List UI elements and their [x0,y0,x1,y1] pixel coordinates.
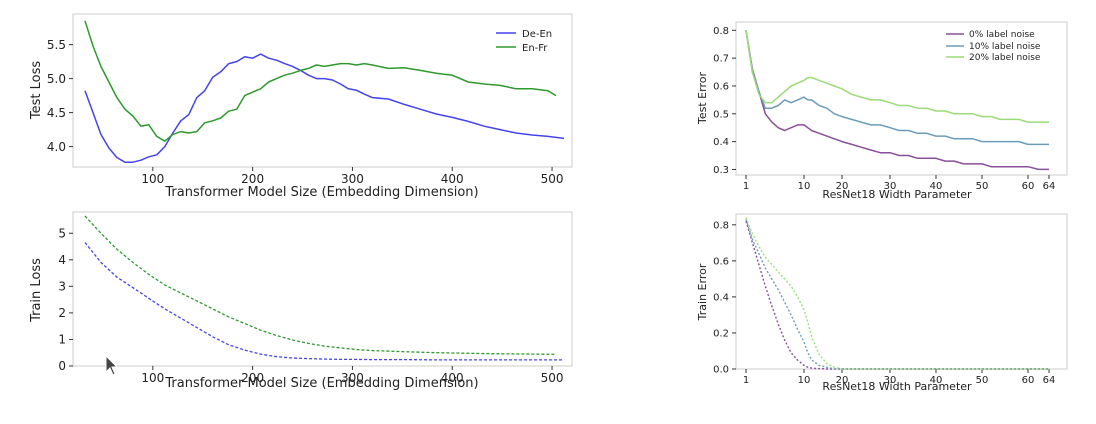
x-tick-label: 50 [976,375,989,386]
x-tick-label: 300 [341,371,364,385]
legend-label-en-fr: En-Fr [522,43,548,54]
panel0-ylabel: Test Loss [29,61,44,120]
series-line-1 [84,215,557,355]
y-tick-label: 1 [58,333,66,347]
x-tick-label: 40 [930,181,943,192]
x-tick-label: 64 [1043,181,1056,192]
x-tick-label: 30 [884,181,897,192]
panel-1-plot: 100 200 300 400 500 0 1 2 3 4 5 [58,215,564,385]
panel-3-plot: 1 10 20 30 40 50 60 64 0.0 0.2 0.4 0.6 0.8 [713,217,1056,386]
y-tick-label: 0.8 [713,26,729,37]
x-tick-label: 400 [441,371,464,385]
legend-label-noise: 0% label noise 10% label noise 20% label… [946,30,1041,63]
x-tick-label: 60 [1022,375,1035,386]
y-tick-label: 0.3 [713,165,729,176]
y-tick-label: 0 [58,359,66,373]
x-tick-label: 1 [743,181,749,192]
series-line-en-fr [84,20,557,142]
series-line-0 [745,221,1049,370]
y-tick-label: 0.7 [713,54,729,65]
legend-label-noise-10: 10% label noise [969,42,1041,52]
x-tick-label: 50 [976,181,989,192]
series-line-0 [84,242,564,361]
y-tick-label: 0.2 [713,328,729,339]
panel2-ylabel: Test Error [696,72,709,125]
legend-label-noise-0: 0% label noise [969,30,1035,40]
legend-label-de-en: De-En [522,29,552,40]
panel-test-loss-frame [72,13,573,168]
x-tick-label: 10 [798,181,811,192]
y-tick-label: 4.5 [47,106,66,120]
panel2-xlabel: ResNet18 Width Parameter [822,188,972,201]
y-tick-label: 4.0 [47,140,66,154]
series-line-1 [745,219,1049,370]
y-tick-label: 2 [58,306,66,320]
series-line-de-en [84,53,565,163]
mouse-cursor-icon [105,354,119,376]
x-tick-label: 300 [341,172,364,186]
x-tick-label: 1 [743,375,749,386]
panel-train-loss-frame [72,211,573,367]
panel1-ylabel: Train Loss [29,258,44,323]
legend-translation: De-En En-Fr [496,29,552,54]
legend-label-noise-20: 20% label noise [969,53,1041,63]
series-line-20-label-noise [745,30,1049,123]
series-line-0-label-noise [745,30,1049,171]
panel-test-error-frame [735,21,1068,176]
panel0-xlabel: Transformer Model Size (Embedding Dimens… [164,185,478,200]
panel3-xlabel: ResNet18 Width Parameter [822,380,972,393]
x-tick-label: 400 [441,172,464,186]
x-tick-label: 500 [541,172,564,186]
panel-2-plot: 1 10 20 30 40 50 60 64 0.3 0.4 0.5 0.6 0.7 0.8 [713,26,1055,192]
y-tick-label: 5 [58,226,66,240]
y-tick-label: 0.6 [713,81,729,92]
panel1-xlabel: Transformer Model Size (Embedding Dimens… [164,376,478,391]
x-tick-label: 64 [1043,375,1056,386]
y-tick-label: 0.6 [713,256,729,267]
panel3-ylabel: Train Error [696,263,709,321]
x-tick-label: 20 [836,181,849,192]
y-tick-label: 4 [58,253,66,267]
x-tick-label: 100 [141,371,164,385]
panel-train-error-frame [735,213,1068,370]
y-tick-label: 5.5 [47,38,66,52]
y-tick-label: 5.0 [47,72,66,86]
panel-0-plot: 100 200 300 400 500 4.0 4.5 5.0 5.5 [47,20,565,186]
x-tick-label: 20 [836,375,849,386]
x-tick-label: 60 [1022,181,1035,192]
x-tick-label: 100 [141,172,164,186]
x-tick-label: 200 [241,371,264,385]
y-tick-label: 0.4 [713,137,729,148]
y-tick-label: 0.0 [713,365,729,376]
x-tick-label: 10 [798,375,811,386]
x-tick-label: 40 [930,375,943,386]
series-line-2 [745,217,1049,370]
x-tick-label: 200 [241,172,264,186]
y-tick-label: 3 [58,280,66,294]
y-tick-label: 0.4 [713,292,729,303]
x-tick-label: 30 [884,375,897,386]
y-tick-label: 0.5 [713,109,729,120]
series-line-10-label-noise [745,30,1049,146]
x-tick-label: 500 [541,371,564,385]
y-tick-label: 0.8 [713,220,729,231]
